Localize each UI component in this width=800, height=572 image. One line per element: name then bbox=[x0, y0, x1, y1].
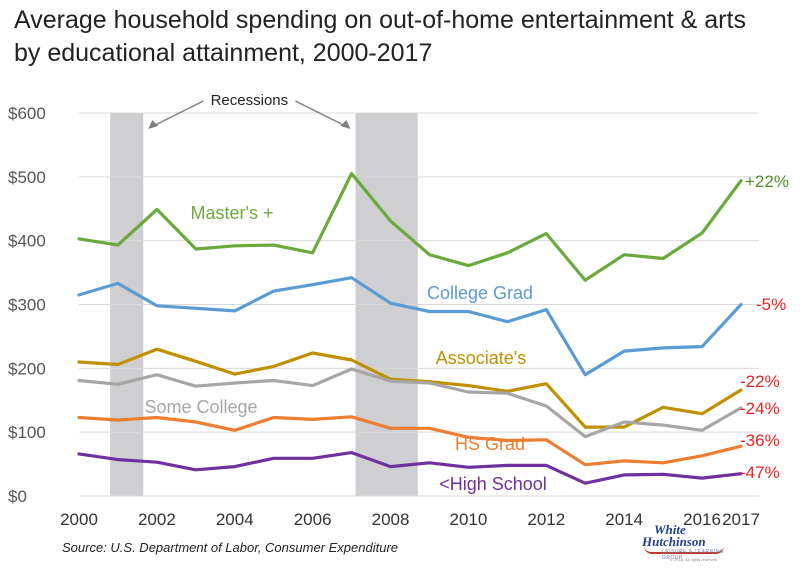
change-label: -5% bbox=[756, 295, 786, 314]
recessions-label: Recessions bbox=[211, 92, 289, 109]
x-tick-label: 2017 bbox=[722, 510, 760, 529]
series-label: Associate's bbox=[436, 348, 526, 368]
logo-swoosh-icon bbox=[644, 546, 724, 554]
series-line-1 bbox=[77, 172, 743, 282]
change-label: -22% bbox=[740, 372, 780, 391]
x-tick-label: 2006 bbox=[294, 510, 332, 529]
chart-title: Average household spending on out-of-hom… bbox=[14, 4, 794, 70]
series-label: HS Grad bbox=[455, 434, 525, 454]
x-tick-label: 2002 bbox=[138, 510, 176, 529]
x-tick-label: 2012 bbox=[527, 510, 565, 529]
logo-tagline: LEISURE & LEARNING GROUP bbox=[662, 549, 725, 561]
y-tick-label: $500 bbox=[8, 168, 46, 187]
change-label: -24% bbox=[740, 399, 780, 418]
x-tick-label: 2016 bbox=[683, 510, 721, 529]
chart-title-line-1: Average household spending on out-of-hom… bbox=[14, 6, 746, 34]
arrow-head-icon bbox=[340, 120, 351, 129]
change-label: -47% bbox=[740, 463, 780, 482]
x-tick-label: 2000 bbox=[60, 510, 98, 529]
series-line-6 bbox=[77, 451, 743, 485]
series-label: Some College bbox=[144, 397, 257, 417]
logo-copyright: © 2018, All rights reserved bbox=[670, 557, 717, 562]
change-label: -36% bbox=[740, 431, 780, 450]
x-tick-label: 2010 bbox=[449, 510, 487, 529]
chart-title-line-2: by educational attainment, 2000-2017 bbox=[14, 39, 433, 67]
y-tick-label: $600 bbox=[8, 104, 46, 123]
x-tick-label: 2008 bbox=[372, 510, 410, 529]
x-tick-label: 2004 bbox=[216, 510, 254, 529]
recession-arrow-left bbox=[150, 100, 204, 128]
y-tick-label: $300 bbox=[8, 296, 46, 315]
series-line-5 bbox=[77, 415, 743, 467]
change-label: +22% bbox=[745, 172, 789, 191]
arrow-head-icon bbox=[148, 120, 159, 129]
y-tick-label: $0 bbox=[8, 487, 27, 506]
source-note: Source: U.S. Department of Labor, Consum… bbox=[62, 540, 399, 555]
y-tick-label: $400 bbox=[8, 232, 46, 251]
y-tick-label: $100 bbox=[8, 423, 46, 442]
white-hutchinson-logo: White Hutchinson LEISURE & LEARNING GROU… bbox=[640, 522, 732, 566]
series-label: College Grad bbox=[427, 283, 533, 303]
series-label: Master's + bbox=[191, 203, 274, 223]
series-label: <High School bbox=[439, 474, 547, 494]
y-tick-label: $200 bbox=[8, 359, 46, 378]
recession-arrow-right bbox=[295, 100, 348, 128]
series-line-2 bbox=[77, 276, 743, 377]
series-line-4 bbox=[77, 367, 743, 439]
x-tick-label: 2014 bbox=[605, 510, 643, 529]
logo-text-white: White bbox=[654, 522, 686, 537]
